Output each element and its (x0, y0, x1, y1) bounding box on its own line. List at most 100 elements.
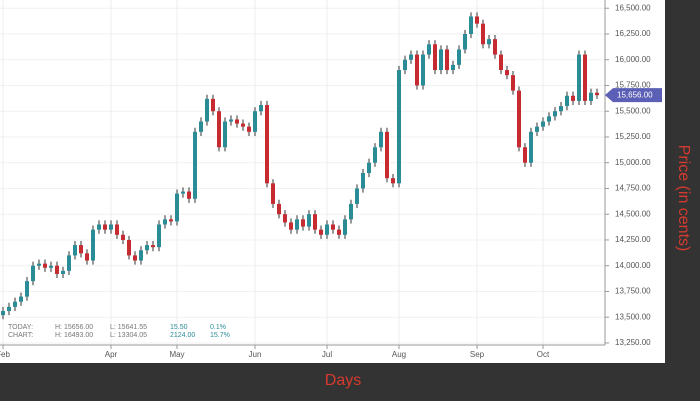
y-tick-label: 13,750.00 (615, 287, 651, 296)
candle-body (193, 131, 197, 199)
y-tick-label: 14,500.00 (615, 209, 651, 218)
stats-text: 0.1% (210, 324, 226, 331)
candle-body (199, 121, 203, 132)
x-tick-label: May (169, 350, 184, 359)
x-tick-label: Oct (537, 350, 550, 359)
candle-body (301, 219, 305, 227)
stats-text: H: 15656.00 (55, 324, 93, 331)
candle-body (271, 183, 275, 204)
candle-body (517, 90, 521, 148)
y-tick-label: 15,250.00 (615, 132, 651, 141)
candle-body (151, 245, 155, 248)
candle-body (565, 95, 569, 107)
candle-body (415, 54, 419, 86)
stats-text: 15.50 (170, 324, 188, 331)
candle-body (553, 111, 557, 117)
y-tick-label: 15,750.00 (615, 81, 651, 90)
candle-body (121, 234, 125, 240)
candle-body (307, 214, 311, 227)
candle-body (259, 105, 263, 112)
candle-body (445, 49, 449, 71)
candle-body (319, 229, 323, 235)
price-tag-label: 15,656.00 (617, 90, 653, 99)
candle-body (109, 224, 113, 230)
candle-body (127, 239, 131, 256)
candle-body (247, 126, 251, 132)
candle-body (283, 214, 287, 223)
candle-body (463, 33, 467, 50)
y-tick-label: 16,500.00 (615, 3, 651, 12)
candle-body (175, 193, 179, 222)
candle-body (43, 263, 47, 268)
candle-body (85, 253, 89, 261)
candle-body (49, 265, 53, 268)
candle-body (265, 105, 269, 184)
candle-body (25, 281, 29, 297)
candle-body (145, 245, 149, 251)
y-tick-label: 15,000.00 (615, 158, 651, 167)
candle-body (241, 123, 245, 127)
x-tick-label: Aug (392, 350, 406, 359)
candle-body (337, 229, 341, 235)
candle-body (421, 54, 425, 86)
x-tick-label: Jun (249, 350, 262, 359)
candle-body (469, 16, 473, 34)
candle-body (115, 224, 119, 235)
candle-body (499, 54, 503, 71)
candle-body (31, 265, 35, 282)
candle-body (505, 70, 509, 76)
candle-body (457, 49, 461, 65)
candle-body (349, 203, 353, 220)
candle-body (541, 121, 545, 127)
candle-body (535, 126, 539, 132)
y-axis-label: Price (in cents) (675, 145, 692, 252)
candle-body (523, 147, 527, 163)
candle-body (133, 255, 137, 261)
candle-body (67, 255, 71, 271)
price-tag (605, 88, 662, 103)
candle-body (439, 49, 443, 71)
y-tick-label: 16,000.00 (615, 55, 651, 64)
candle-body (163, 219, 167, 225)
candle-body (379, 131, 383, 148)
y-tick-label: 14,750.00 (615, 184, 651, 193)
candle-body (211, 98, 215, 112)
candle-body (571, 95, 575, 101)
candle-body (235, 119, 239, 124)
candle-body (169, 219, 173, 222)
candle-body (37, 263, 41, 266)
stats-text: H: 16493.00 (55, 332, 93, 339)
candle-body (295, 219, 299, 230)
candle-body (481, 23, 485, 45)
candle-body (61, 270, 65, 274)
candle-body (1, 311, 5, 316)
candle-body (289, 222, 293, 230)
candle-body (229, 119, 233, 122)
x-axis-label: Days (325, 372, 361, 389)
stats-text: L: 15641.55 (110, 324, 147, 331)
candle-body (73, 245, 77, 256)
y-tick-label: 13,500.00 (615, 312, 651, 321)
y-tick-label: 13,250.00 (615, 338, 651, 347)
candle-body (391, 178, 395, 184)
candle-body (385, 131, 389, 179)
candle-body (589, 92, 593, 101)
candle-body (427, 44, 431, 55)
candle-body (91, 229, 95, 261)
x-tick-label: Sep (470, 350, 485, 359)
candle-body (55, 265, 59, 274)
x-tick-label: Feb (0, 350, 10, 359)
candle-body (103, 224, 107, 230)
candle-body (397, 70, 401, 184)
candle-body (157, 224, 161, 248)
candle-body (529, 131, 533, 163)
candle-body (97, 224, 101, 230)
candle-body (253, 111, 257, 132)
candle-body (367, 162, 371, 174)
candle-body (433, 44, 437, 71)
candle-body (409, 54, 413, 60)
candle-body (313, 214, 317, 230)
candle-body (343, 219, 347, 235)
